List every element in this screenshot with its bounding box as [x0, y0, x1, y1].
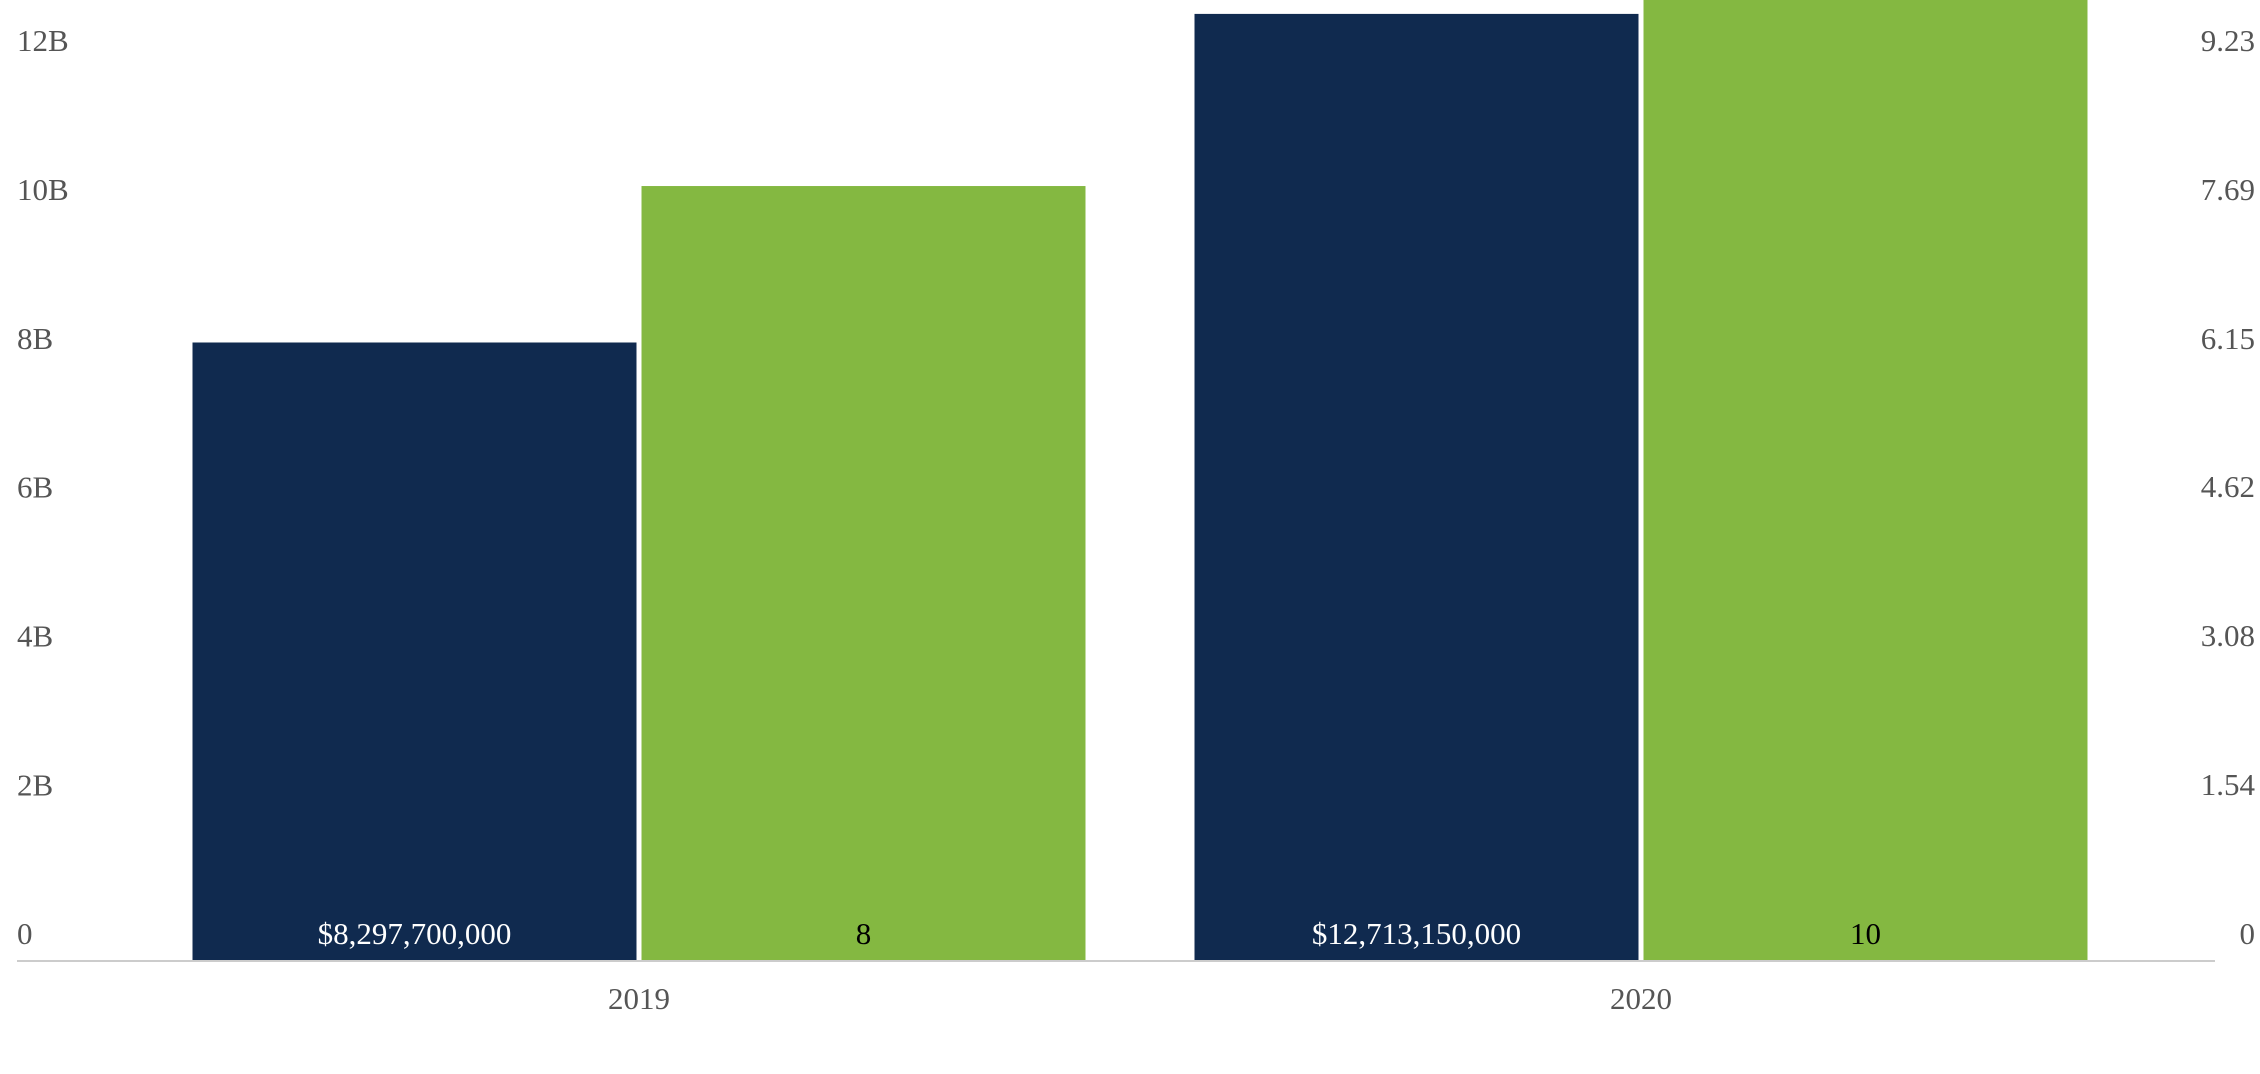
y-tick-label: 2B [17, 767, 53, 802]
bar [192, 342, 637, 960]
y2-tick-label: 3.08 [2201, 618, 2255, 653]
y2-tick-label: 9.23 [2201, 23, 2255, 58]
y-tick-label: 6B [17, 470, 53, 505]
y2-tick-label: 4.62 [2201, 469, 2255, 504]
data-label: $8,297,700,000 [318, 916, 512, 951]
y2-tick-label: 6.15 [2201, 321, 2255, 356]
x-tick-label: 2020 [1610, 981, 1672, 1016]
y-tick-label: 12B [17, 23, 69, 58]
data-label: 10 [1850, 916, 1881, 951]
y-tick-label: 8B [17, 321, 53, 356]
x-tick-label: 2019 [608, 981, 670, 1016]
y-tick-label: 4B [17, 618, 53, 653]
y-tick-label: 0 [17, 916, 33, 951]
data-label: 8 [856, 916, 872, 951]
plot-area [192, 0, 2088, 960]
y2-tick-label: 0 [2240, 916, 2256, 951]
bar [641, 186, 1086, 960]
y2-tick-label: 1.54 [2201, 767, 2256, 802]
bar [1643, 0, 2088, 960]
y-tick-label: 10B [17, 172, 69, 207]
y2-tick-label: 7.69 [2201, 172, 2255, 207]
data-label: $12,713,150,000 [1312, 916, 1521, 951]
bar [1194, 13, 1639, 960]
